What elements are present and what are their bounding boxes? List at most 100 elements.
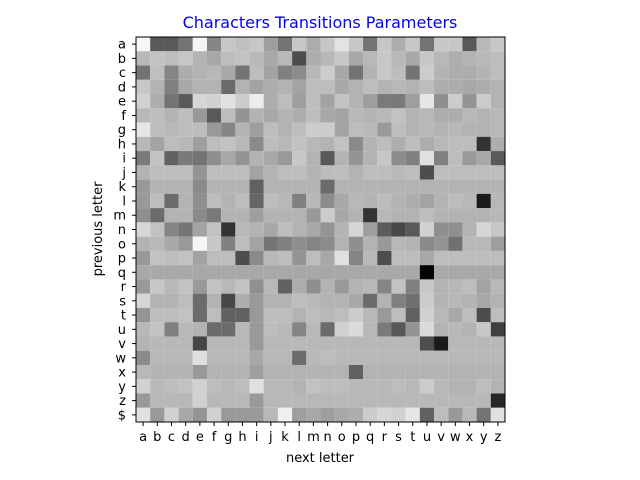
y-tick-label-w: w xyxy=(115,351,126,366)
heatmap-cell-p-l xyxy=(292,250,307,266)
heatmap-cell-d-n xyxy=(320,79,335,95)
heatmap-cell-z-r xyxy=(377,393,392,408)
heatmap-cell-n-r xyxy=(377,222,392,237)
heatmap-cell-k-p xyxy=(348,179,364,194)
heatmap-cell-e-d xyxy=(178,94,193,109)
heatmap-cell-x-h xyxy=(235,364,250,380)
heatmap-cell-f-f xyxy=(206,108,222,123)
heatmap-cell-c-y xyxy=(476,65,491,80)
heatmap-cell-w-d xyxy=(178,350,193,365)
heatmap-cell-e-v xyxy=(434,94,449,109)
y-tick-label-k: k xyxy=(118,180,126,195)
heatmap-cell-y-p xyxy=(348,379,364,394)
heatmap-cell-n-o xyxy=(334,222,349,237)
heatmap-cell-w-l xyxy=(292,350,307,365)
heatmap-cell-q-f xyxy=(206,265,222,280)
heatmap-cell-g-y xyxy=(476,122,491,137)
heatmap-cell-c-m xyxy=(306,65,321,80)
heatmap-cell-r-f xyxy=(206,279,222,294)
heatmap-cell-y-j xyxy=(263,379,278,394)
heatmap-cell-e-x xyxy=(462,94,477,109)
heatmap-cell-u-p xyxy=(348,322,364,337)
heatmap-cell-j-k xyxy=(277,165,293,180)
heatmap-cell-p-p xyxy=(348,250,364,266)
heatmap-cell-a-g xyxy=(221,37,236,52)
heatmap-cell-b-n xyxy=(320,51,335,66)
heatmap-cell-f-u xyxy=(419,108,435,123)
heatmap-cell-l-a xyxy=(136,193,151,209)
heatmap-cell-q-t xyxy=(405,265,420,280)
heatmap-cell-o-e xyxy=(192,236,207,251)
heatmap-cell-c-k xyxy=(277,65,293,80)
heatmap-cell-d-p xyxy=(348,79,364,95)
heatmap-cell-t-l xyxy=(292,307,307,323)
heatmap-cell-s-r xyxy=(377,293,392,308)
heatmap-cell-h-q xyxy=(363,136,378,152)
heatmap-cell-s-d xyxy=(178,293,193,308)
heatmap-cell-t-s xyxy=(391,307,406,323)
heatmap-cell-d-w xyxy=(448,79,463,95)
x-tick-label-e: e xyxy=(196,430,204,445)
heatmap-cell-u-e xyxy=(192,322,207,337)
heatmap-cell-o-y xyxy=(476,236,491,251)
heatmap-cell-l-c xyxy=(164,193,179,209)
heatmap-cell-f-c xyxy=(164,108,179,123)
heatmap-cell-o-c xyxy=(164,236,179,251)
heatmap-cell-t-f xyxy=(206,307,222,323)
heatmap-cell-i-p xyxy=(348,151,364,166)
heatmap-cell-y-z xyxy=(490,379,506,394)
heatmap-cell-o-m xyxy=(306,236,321,251)
heatmap-cell-p-i xyxy=(249,250,264,266)
heatmap-cell-u-z xyxy=(490,322,506,337)
heatmap-cell-w-y xyxy=(476,350,491,365)
heatmap-cell-t-u xyxy=(419,307,435,323)
heatmap-cell-c-l xyxy=(292,65,307,80)
heatmap-cell-m-z xyxy=(490,208,506,223)
x-tick-label-a: a xyxy=(139,430,147,445)
heatmap-cell-g-w xyxy=(448,122,463,137)
heatmap-cell-q-i xyxy=(249,265,264,280)
heatmap-cell-r-j xyxy=(263,279,278,294)
heatmap-cell-x-z xyxy=(490,364,506,380)
heatmap-cell-e-i xyxy=(249,94,264,109)
heatmap-cell-i-q xyxy=(363,151,378,166)
heatmap-cell-c-q xyxy=(363,65,378,80)
heatmap-cell-u-j xyxy=(263,322,278,337)
heatmap-cell-f-r xyxy=(377,108,392,123)
heatmap-cell-j-e xyxy=(192,165,207,180)
heatmap-cell-p-g xyxy=(221,250,236,266)
heatmap-cell-l-z xyxy=(490,193,506,209)
heatmap-cell-x-l xyxy=(292,364,307,380)
heatmap-cell-y-g xyxy=(221,379,236,394)
heatmap-cell-$-p xyxy=(348,407,364,423)
heatmap-cell-e-u xyxy=(419,94,435,109)
heatmap-cell-i-o xyxy=(334,151,349,166)
y-tick-label-y: y xyxy=(118,380,126,395)
heatmap-cell-l-k xyxy=(277,193,293,209)
heatmap-cell-f-w xyxy=(448,108,463,123)
heatmap-cell-a-d xyxy=(178,37,193,52)
heatmap-cell-s-v xyxy=(434,293,449,308)
heatmap-cell-r-l xyxy=(292,279,307,294)
heatmap-cell-u-h xyxy=(235,322,250,337)
heatmap-cell-o-l xyxy=(292,236,307,251)
heatmap-cell-v-q xyxy=(363,336,378,351)
heatmap-cell-v-x xyxy=(462,336,477,351)
y-tick-label-f: f xyxy=(121,109,126,124)
heatmap-cell-p-q xyxy=(363,250,378,266)
x-axis-label: next letter xyxy=(286,451,355,466)
heatmap-cell-z-l xyxy=(292,393,307,408)
heatmap-cell-q-n xyxy=(320,265,335,280)
heatmap-cell-o-a xyxy=(136,236,151,251)
heatmap-cell-g-m xyxy=(306,122,321,137)
heatmap-cell-f-d xyxy=(178,108,193,123)
heatmap-cell-h-l xyxy=(292,136,307,152)
heatmap-cell-c-x xyxy=(462,65,477,80)
heatmap-cell-$-d xyxy=(178,407,193,423)
heatmap-cell-u-x xyxy=(462,322,477,337)
heatmap-cell-v-t xyxy=(405,336,420,351)
heatmap-cell-c-w xyxy=(448,65,463,80)
heatmap-cell-t-z xyxy=(490,307,506,323)
heatmap-cell-a-y xyxy=(476,37,491,52)
